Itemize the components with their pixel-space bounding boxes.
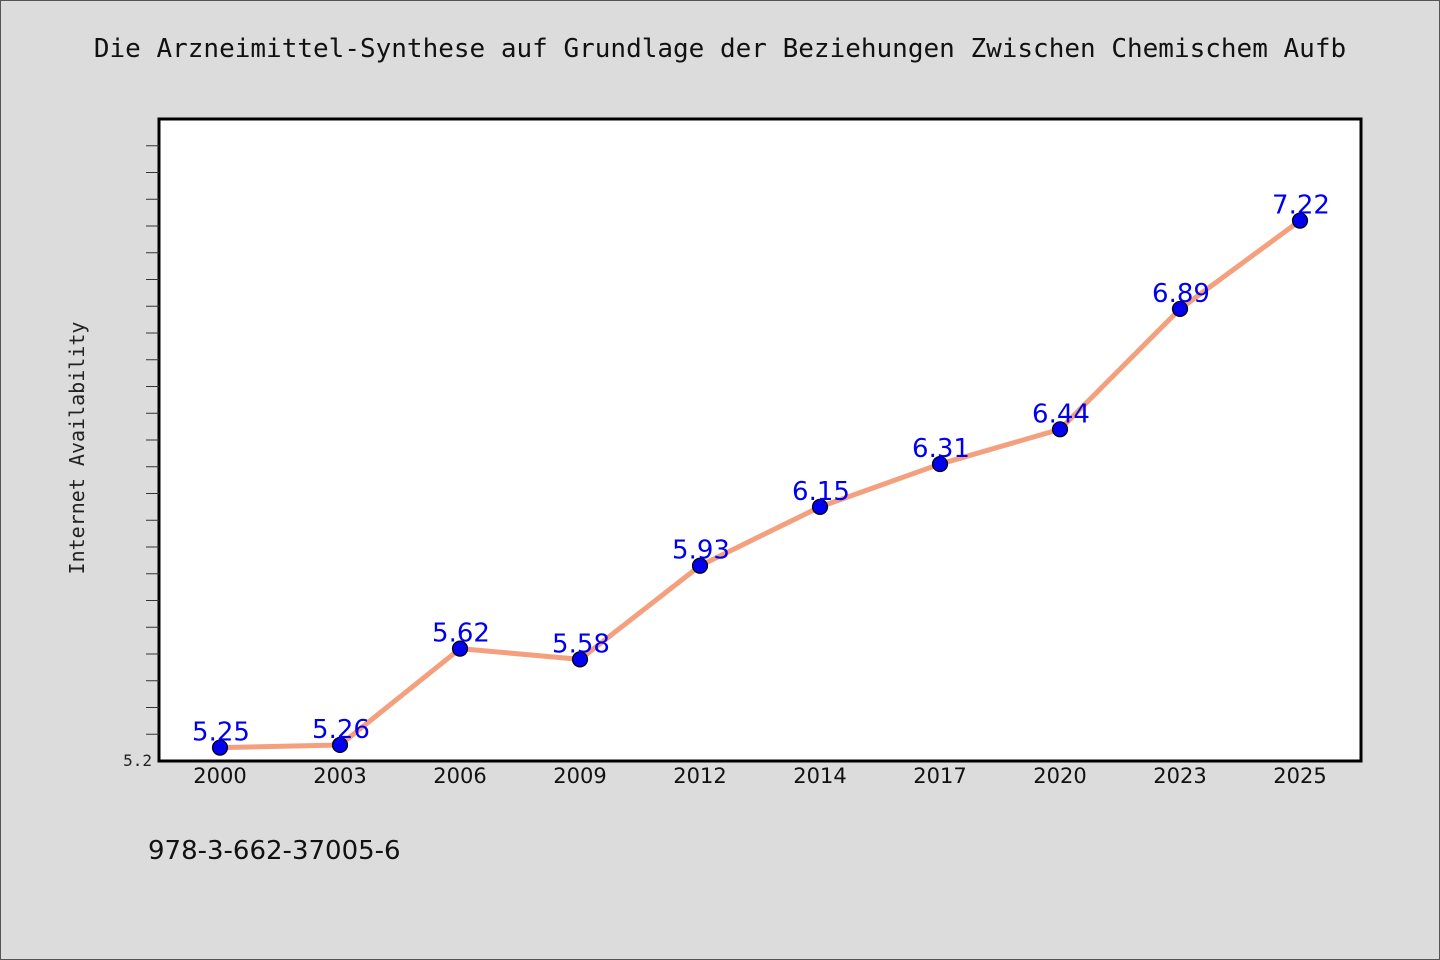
x-tick-label: 2020 bbox=[1033, 764, 1086, 788]
x-axis-tick-labels: 2000 2003 2006 2009 2012 2014 2017 2020 2023 2025 bbox=[193, 764, 1326, 788]
plot-area bbox=[157, 117, 1363, 763]
data-label: 7.22 bbox=[1272, 191, 1330, 221]
data-label: 6.31 bbox=[912, 434, 970, 464]
x-tick-label: 2023 bbox=[1153, 764, 1206, 788]
data-label: 5.93 bbox=[672, 536, 730, 566]
chart-title: Die Arzneimittel-Synthese auf Grundlage … bbox=[93, 34, 1347, 64]
data-labels: 5.25 5.26 5.62 5.58 5.93 6.15 6.31 6.44 6.89 7.22 bbox=[192, 191, 1330, 748]
x-tick-label: 2009 bbox=[553, 764, 606, 788]
data-label: 6.44 bbox=[1032, 399, 1090, 429]
data-point bbox=[1051, 421, 1069, 438]
y-tick-label: 5.2 bbox=[123, 751, 152, 770]
series-markers bbox=[211, 212, 1309, 756]
x-tick-label: 2014 bbox=[793, 764, 846, 788]
data-label: 5.25 bbox=[192, 718, 250, 748]
x-tick-label: 2012 bbox=[673, 764, 726, 788]
data-point bbox=[211, 739, 229, 756]
data-label: 5.58 bbox=[552, 629, 610, 659]
data-label: 6.15 bbox=[792, 477, 850, 507]
x-tick-label: 2025 bbox=[1273, 764, 1326, 788]
data-point bbox=[931, 455, 949, 473]
data-point bbox=[1171, 300, 1189, 318]
series-line bbox=[217, 218, 1303, 751]
x-tick-label: 2000 bbox=[193, 764, 246, 788]
data-point bbox=[1291, 212, 1309, 229]
y-axis-ticks bbox=[146, 145, 159, 735]
data-label: 6.89 bbox=[1152, 279, 1210, 309]
x-tick-label: 2003 bbox=[313, 764, 366, 788]
x-tick-label: 2006 bbox=[433, 764, 486, 788]
x-tick-label: 2017 bbox=[913, 764, 966, 788]
data-point bbox=[811, 498, 829, 515]
isbn-footnote: 978-3-662-37005-6 bbox=[148, 836, 401, 866]
data-label: 5.62 bbox=[432, 619, 490, 649]
data-point bbox=[571, 651, 589, 668]
data-point bbox=[331, 736, 349, 754]
data-point bbox=[691, 557, 709, 574]
data-point bbox=[451, 640, 469, 657]
data-label: 5.26 bbox=[312, 715, 370, 745]
